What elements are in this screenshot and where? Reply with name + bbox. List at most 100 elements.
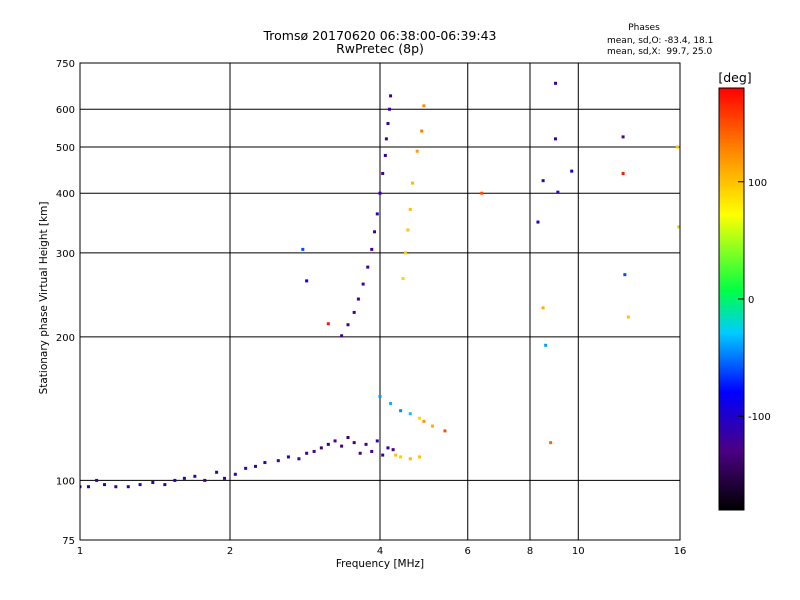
colorbar-tick-label: 100 — [748, 178, 767, 189]
data-point — [431, 424, 435, 428]
data-point — [352, 441, 356, 445]
data-point — [276, 459, 280, 463]
data-point — [333, 439, 337, 443]
data-point — [319, 446, 323, 450]
data-point — [677, 225, 680, 229]
data-point — [305, 451, 309, 455]
data-point — [570, 169, 574, 173]
data-point — [346, 323, 350, 327]
data-point — [403, 251, 407, 255]
data-point — [544, 343, 548, 347]
data-point — [114, 485, 118, 489]
data-point — [422, 419, 426, 423]
stats-heading: Phases — [628, 23, 660, 33]
plot-frame — [79, 62, 681, 541]
data-point — [233, 472, 237, 476]
data-point — [388, 107, 392, 111]
data-point — [401, 277, 405, 281]
data-point — [286, 455, 290, 459]
y-tick-label: 500 — [56, 143, 75, 154]
data-point — [399, 409, 403, 413]
data-point — [391, 448, 395, 452]
y-tick-label: 300 — [56, 249, 75, 260]
y-tick-label: 750 — [56, 59, 75, 70]
data-point — [394, 453, 398, 457]
data-point — [151, 480, 155, 484]
stats-o-line: mean, sd,O: -83.4, 18.1 — [607, 36, 713, 46]
x-tick-label: 4 — [377, 546, 383, 557]
data-point — [556, 190, 560, 194]
data-point — [366, 265, 370, 269]
data-point — [420, 129, 424, 133]
data-point — [370, 449, 374, 453]
data-point — [675, 145, 679, 149]
data-point — [361, 282, 365, 286]
data-point — [346, 436, 350, 440]
data-point — [417, 455, 421, 459]
data-point — [203, 478, 207, 482]
data-point — [381, 171, 385, 175]
data-point — [553, 81, 557, 85]
data-point — [375, 212, 379, 216]
x-tick-labels: 1 2 4 6 8 10 16 — [77, 546, 687, 557]
x-tick-label: 16 — [674, 546, 687, 557]
data-point — [138, 483, 142, 487]
data-point — [305, 279, 309, 283]
data-point — [244, 466, 248, 470]
data-point — [312, 449, 316, 453]
data-point — [443, 429, 447, 433]
data-points — [80, 81, 680, 489]
data-point — [384, 137, 388, 141]
data-point — [263, 461, 267, 465]
data-point — [340, 334, 344, 338]
data-point — [408, 412, 412, 416]
colorbar-tick-label: -100 — [748, 412, 771, 423]
data-point — [626, 315, 630, 319]
data-point — [399, 455, 403, 459]
data-point — [480, 191, 484, 195]
data-point — [193, 474, 197, 478]
data-point — [340, 444, 344, 448]
y-tick-label: 200 — [56, 333, 75, 344]
colorbar-ticks: 100 0 -100 — [738, 178, 771, 423]
data-point — [173, 478, 177, 482]
data-point — [389, 94, 393, 98]
data-point — [326, 322, 330, 326]
data-point — [541, 306, 545, 310]
data-point — [386, 122, 390, 126]
data-point — [103, 483, 107, 487]
y-tick-labels: 75 100 200 300 400 500 600 750 — [56, 59, 75, 547]
y-tick-label: 100 — [56, 476, 75, 487]
data-point — [126, 485, 130, 489]
data-point — [80, 485, 82, 489]
data-point — [389, 401, 393, 405]
data-point — [375, 439, 379, 443]
data-point — [326, 442, 330, 446]
data-point — [381, 453, 385, 457]
data-point — [373, 230, 377, 234]
data-point — [415, 149, 419, 153]
data-point — [422, 104, 426, 108]
data-point — [378, 191, 382, 195]
data-point — [358, 451, 362, 455]
data-point — [549, 441, 553, 445]
data-point — [356, 297, 360, 301]
data-point — [623, 273, 627, 277]
data-point — [301, 247, 305, 251]
data-point — [378, 394, 382, 398]
y-tick-label: 400 — [56, 189, 75, 200]
data-point — [182, 476, 186, 480]
x-tick-label: 8 — [527, 546, 533, 557]
x-tick-label: 2 — [227, 546, 233, 557]
x-tick-label: 6 — [465, 546, 471, 557]
data-point — [163, 483, 167, 487]
colorbar-label: [deg] — [718, 70, 751, 85]
data-point — [364, 442, 368, 446]
stats-x-line: mean, sd,X: 99.7, 25.0 — [607, 47, 713, 57]
data-point — [408, 457, 412, 461]
data-point — [253, 464, 257, 468]
chart-title: Tromsø 20170620 06:38:00-06:39:43 — [262, 28, 496, 43]
y-tick-label: 600 — [56, 105, 75, 116]
data-point — [406, 228, 410, 232]
